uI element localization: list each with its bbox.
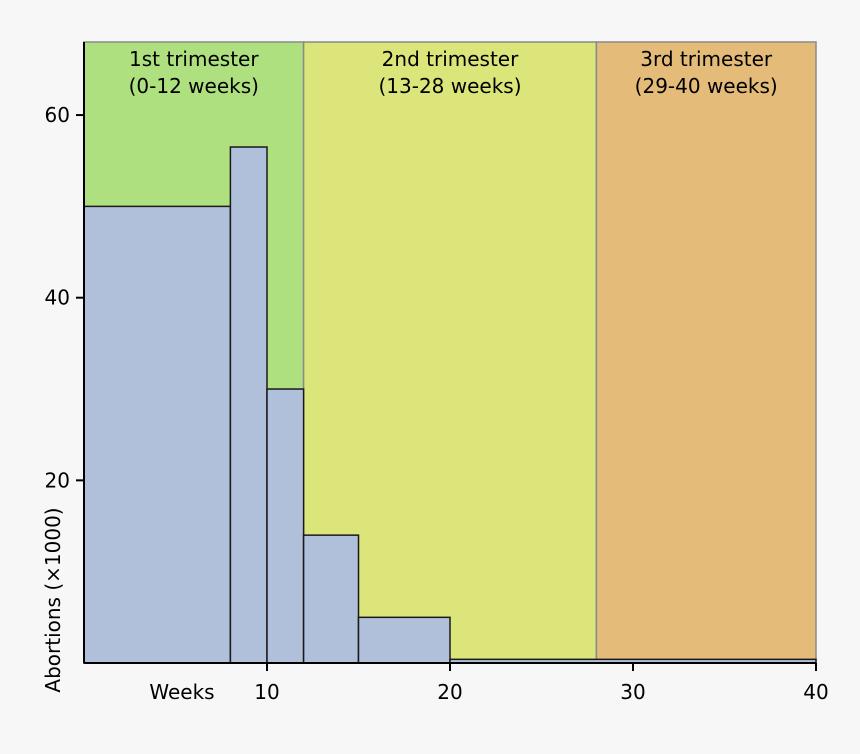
trimester-label-2: 2nd trimester xyxy=(382,47,519,71)
x-tick-label: 30 xyxy=(620,680,645,704)
trimester-range-label-2: (13-28 weeks) xyxy=(378,74,521,98)
histogram-bar-1 xyxy=(83,205,232,664)
histogram-bar-5 xyxy=(357,616,451,664)
trimester-band-3 xyxy=(595,41,817,664)
x-tick-label: 10 xyxy=(254,680,279,704)
histogram-bar-2 xyxy=(229,146,268,664)
y-tick-label: 60 xyxy=(45,103,70,127)
histogram-bar-4 xyxy=(302,534,360,664)
histogram-bar-3 xyxy=(266,388,305,664)
y-axis-title: Abortions (×1000) xyxy=(41,507,65,692)
trimester-labels: 1st trimester (0-12 weeks) 2nd trimester (1… xyxy=(129,47,778,98)
trimester-range-label-1: (0-12 weeks) xyxy=(129,74,259,98)
y-tick-label: 20 xyxy=(45,468,70,492)
trimester-range-label-3: (29-40 weeks) xyxy=(635,74,778,98)
x-tick-label: 40 xyxy=(803,680,828,704)
trimester-label-1: 1st trimester xyxy=(129,47,259,71)
trimester-label-3: 3rd trimester xyxy=(640,47,773,71)
x-axis-title: Weeks xyxy=(149,680,214,704)
histogram-bars xyxy=(83,146,817,664)
x-tick-label: 20 xyxy=(437,680,462,704)
axis-ticks: 20 40 60 10 20 30 40 xyxy=(45,103,829,704)
y-tick-label: 40 xyxy=(45,286,70,310)
